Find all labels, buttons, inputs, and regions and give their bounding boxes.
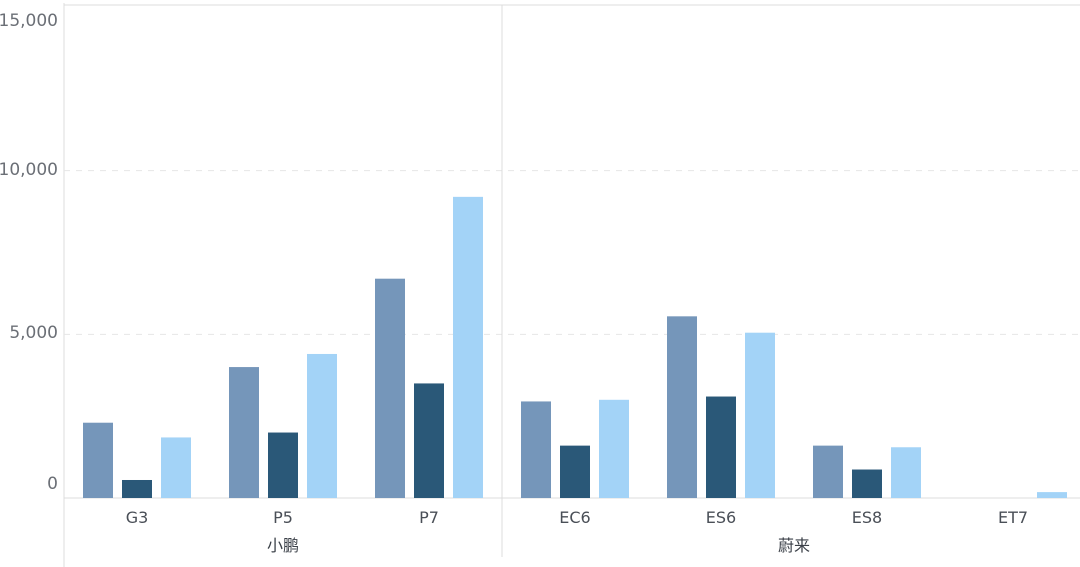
- bar: [453, 196, 483, 498]
- x-tick-label: ES6: [706, 508, 736, 527]
- bar: [813, 445, 843, 498]
- x-tick-label: ET7: [998, 508, 1028, 527]
- group-label: 蔚来: [778, 536, 810, 555]
- bar: [83, 422, 113, 498]
- bar: [560, 445, 590, 498]
- y-tick-label: 10,000: [0, 160, 58, 180]
- bar: [891, 447, 921, 498]
- labels-layer: 15,000 10,000 5,000 0 G3 P5 P7 EC6 ES6 ES8 ET7 小鹏 蔚来: [0, 11, 1028, 555]
- bar: [706, 396, 736, 498]
- bar: [414, 383, 444, 498]
- bar: [852, 469, 882, 498]
- bar: [521, 401, 551, 498]
- bar: [161, 437, 191, 498]
- bar: [122, 479, 152, 498]
- x-tick-label: G3: [126, 508, 149, 527]
- x-tick-label: EC6: [559, 508, 590, 527]
- bar: [307, 353, 337, 498]
- bar: [745, 332, 775, 498]
- bar: [1037, 492, 1067, 498]
- bar: [375, 278, 405, 498]
- y-tick-label: 15,000: [0, 11, 58, 31]
- y-tick-label: 5,000: [9, 323, 58, 343]
- bars-layer: [83, 196, 1067, 498]
- x-tick-label: P7: [419, 508, 439, 527]
- y-tick-label: 0: [47, 474, 58, 494]
- x-tick-label: P5: [273, 508, 293, 527]
- bar: [268, 432, 298, 498]
- bar: [667, 316, 697, 498]
- bar: [599, 399, 629, 498]
- x-tick-label: ES8: [852, 508, 882, 527]
- bar: [229, 367, 259, 498]
- group-label: 小鹏: [267, 536, 299, 555]
